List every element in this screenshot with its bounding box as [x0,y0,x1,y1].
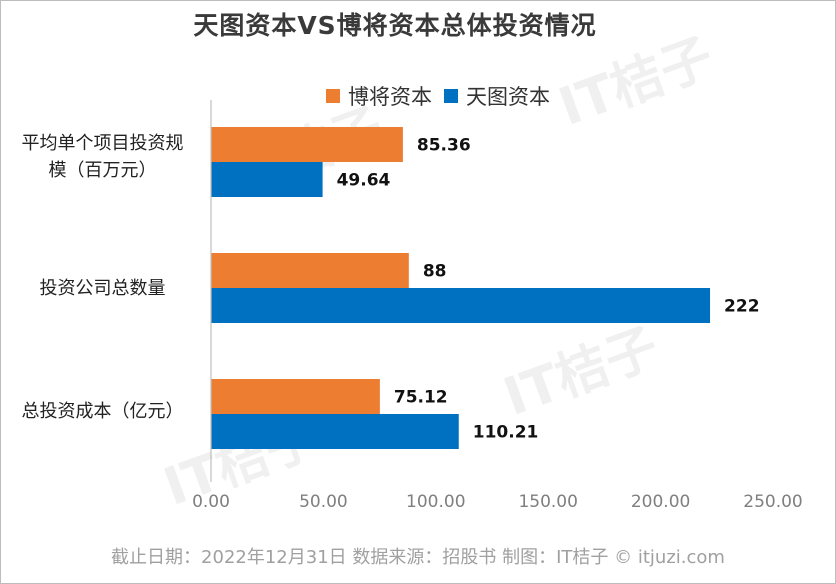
category-label: 平均单个项目投资规 模（百万元） [0,130,205,184]
x-tick-label: 150.00 [518,492,577,512]
legend-item-series-2: 天图资本 [444,81,550,111]
x-tick-label: 50.00 [299,492,348,512]
data-label: 75.12 [394,388,448,408]
category-label: 投资公司总数量 [0,275,205,302]
chart-title: 天图资本VS博将资本总体投资情况 [193,11,597,40]
data-label: 222 [724,297,760,317]
data-label: 49.64 [337,171,391,191]
category-label-line: 投资公司总数量 [39,278,166,299]
data-label: 110.21 [473,423,539,443]
x-tick-label: 0.00 [192,492,230,512]
legend: 博将资本 天图资本 [326,83,562,109]
bar [211,127,403,162]
legend-item-series-1: 博将资本 [326,81,432,111]
bar [211,162,323,197]
bar [211,288,711,323]
legend-label-series-1: 博将资本 [348,85,432,109]
category-label-line: 平均单个项目投资规 [21,133,184,154]
data-label: 85.36 [417,136,471,156]
legend-swatch-series-1 [326,89,340,103]
category-label-line: 总投资成本（亿元） [21,401,184,422]
x-tick-label: 200.00 [631,492,690,512]
x-tick-label: 250.00 [743,492,802,512]
x-tick-label: 100.00 [406,492,465,512]
footer-note: 截止日期：2022年12月31日 数据来源：招股书 制图：IT桔子 © itju… [111,547,725,568]
bar [211,253,409,288]
legend-swatch-series-2 [444,89,458,103]
category-label: 总投资成本（亿元） [0,398,205,425]
legend-label-series-2: 天图资本 [466,85,550,109]
bar [211,414,459,449]
category-label-line: 模（百万元） [48,160,157,181]
data-label: 88 [423,262,447,282]
bar [211,379,380,414]
